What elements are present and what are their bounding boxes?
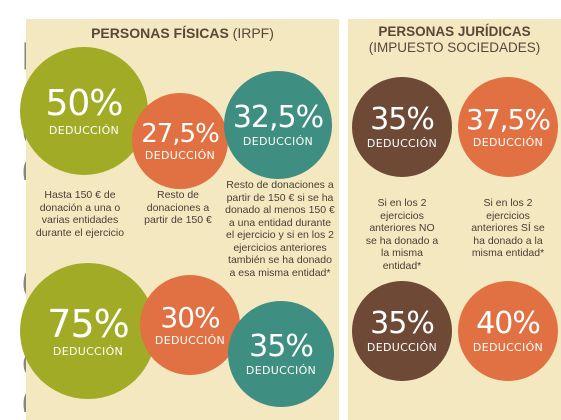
desc-si-donado: Si en los 2 ejercicios anteriores SÍ se … — [471, 197, 545, 259]
panel-title-juridicas: PERSONAS JURÍDICAS (IMPUESTO SOCIEDADES) — [368, 24, 541, 55]
circle-35-deduccion-no: 35% DEDUCCIÓN — [352, 77, 452, 177]
circle-75-deduccion: 75% DEDUCCIÓN — [20, 263, 156, 399]
panel-title-fisicas: PERSONAS FÍSICAS (IRPF) — [91, 25, 274, 41]
circle-50-deduccion: 50% DEDUCCIÓN — [20, 47, 148, 175]
circle-37-5-deduccion: 37,5% DEDUCCIÓN — [458, 77, 558, 177]
panel-personas-juridicas: PERSONAS JURÍDICAS (IMPUESTO SOCIEDADES)… — [348, 19, 561, 420]
circle-40-deduccion: 40% DEDUCCIÓN — [458, 281, 558, 381]
desc-no-donado: Si en los 2 ejercicios anteriores NO se … — [365, 197, 439, 272]
desc-resto-150: Resto de donaciones a partir de 150 € — [144, 189, 212, 226]
circle-30-deduccion: 30% DEDUCCIÓN — [140, 275, 240, 375]
desc-resto-condicion: Resto de donaciones a partir de 150 € si… — [225, 179, 335, 279]
desc-hasta-150: Hasta 150 € de donación a una o varias e… — [35, 189, 125, 239]
panel-personas-fisicas: PERSONAS FÍSICAS (IRPF) 50% DEDUCCIÓN 27… — [20, 19, 339, 420]
circle-35-deduccion-fisicas: 35% DEDUCCIÓN — [228, 301, 334, 407]
circle-27-5-deduccion: 27,5% DEDUCCIÓN — [132, 93, 228, 189]
circle-35-deduccion-juridicas: 35% DEDUCCIÓN — [352, 281, 452, 381]
circle-32-5-deduccion: 32,5% DEDUCCIÓN — [224, 71, 332, 179]
